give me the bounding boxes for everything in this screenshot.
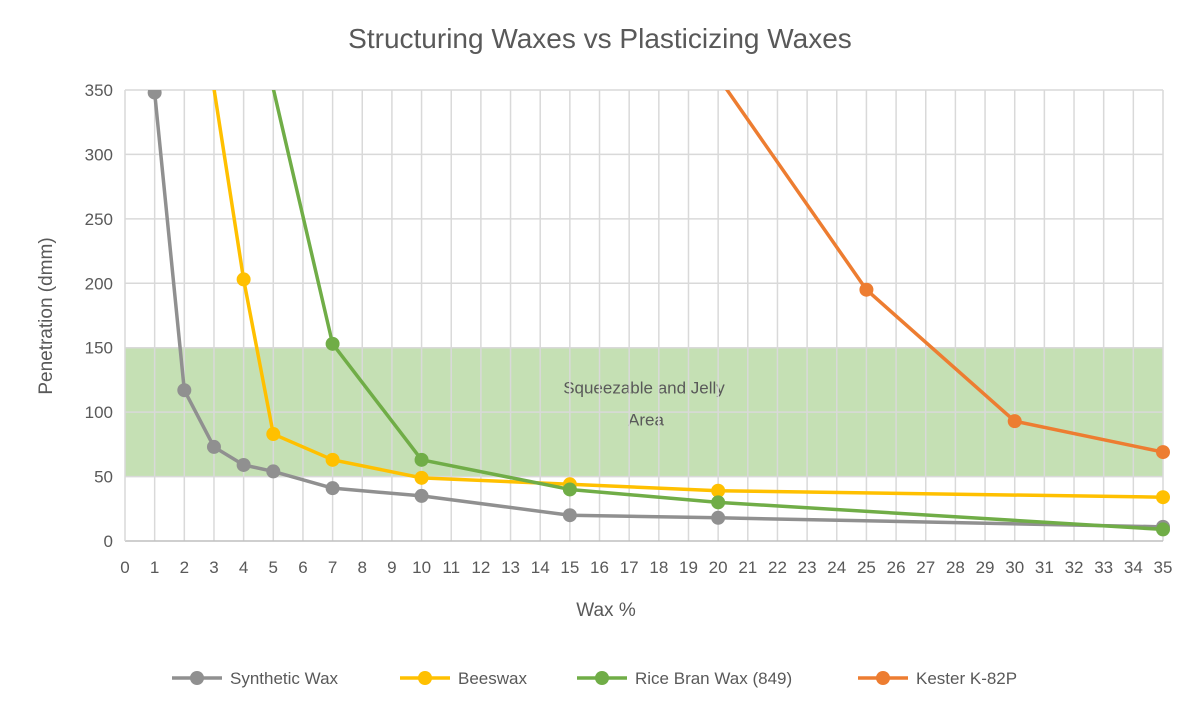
x-tick-label: 2: [180, 558, 189, 577]
x-tick-label: 35: [1154, 558, 1173, 577]
y-tick-label: 0: [104, 532, 113, 551]
x-tick-label: 14: [531, 558, 550, 577]
x-tick-label: 27: [916, 558, 935, 577]
data-point: [562, 508, 577, 523]
band-label: Area: [628, 410, 664, 429]
x-tick-label: 18: [649, 558, 668, 577]
x-tick-label: 30: [1005, 558, 1024, 577]
data-point: [414, 452, 429, 467]
data-point: [325, 336, 340, 351]
x-tick-label: 34: [1124, 558, 1143, 577]
x-tick-label: 19: [679, 558, 698, 577]
data-point: [711, 495, 726, 510]
data-point: [236, 457, 251, 472]
y-axis-label: Penetration (dmm): [36, 237, 57, 394]
y-tick-label: 300: [85, 145, 113, 164]
data-point: [325, 452, 340, 467]
x-axis-label: Wax %: [576, 600, 636, 621]
legend-marker: [595, 671, 609, 685]
y-tick-label: 150: [85, 339, 113, 358]
x-tick-label: 25: [857, 558, 876, 577]
series-line: [724, 90, 1164, 454]
chart-title: Structuring Waxes vs Plasticizing Waxes: [348, 23, 852, 54]
data-point: [859, 282, 874, 297]
x-tick-label: 12: [471, 558, 490, 577]
series-line: [271, 90, 1164, 532]
legend-marker: [190, 671, 204, 685]
x-tick-label: 7: [328, 558, 337, 577]
data-point: [266, 427, 281, 442]
legend-marker: [876, 671, 890, 685]
x-tick-label: 5: [269, 558, 278, 577]
x-tick-label: 4: [239, 558, 248, 577]
legend-label: Beeswax: [458, 669, 527, 688]
data-point: [177, 383, 192, 398]
data-point: [414, 470, 429, 485]
x-tick-label: 9: [387, 558, 396, 577]
series-line: [152, 92, 1164, 529]
data-point: [414, 488, 429, 503]
x-tick-label: 13: [501, 558, 520, 577]
x-tick-label: 15: [560, 558, 579, 577]
data-point: [711, 510, 726, 525]
x-tick-label: 28: [946, 558, 965, 577]
x-tick-label: 22: [768, 558, 787, 577]
data-point: [711, 483, 726, 498]
x-tick-label: 10: [412, 558, 431, 577]
data-point: [325, 481, 340, 496]
x-tick-label: 8: [358, 558, 367, 577]
series-line: [212, 90, 1164, 499]
x-tick-label: 17: [620, 558, 639, 577]
y-tick-label: 100: [85, 403, 113, 422]
x-tick-label: 21: [738, 558, 757, 577]
data-point: [206, 439, 221, 454]
data-point: [1156, 490, 1170, 505]
data-point: [236, 272, 251, 287]
x-tick-label: 32: [1065, 558, 1084, 577]
x-tick-label: 0: [120, 558, 129, 577]
legend-label: Kester K-82P: [916, 669, 1017, 688]
legend-label: Synthetic Wax: [230, 669, 339, 688]
data-point: [562, 482, 577, 497]
x-tick-label: 11: [442, 558, 460, 577]
x-tick-label: 20: [709, 558, 728, 577]
data-point: [1007, 414, 1022, 429]
x-tick-label: 23: [798, 558, 817, 577]
x-tick-label: 26: [887, 558, 906, 577]
data-point: [266, 464, 281, 479]
data-point: [1156, 445, 1170, 460]
legend-label: Rice Bran Wax (849): [635, 669, 792, 688]
band-label: Squeezable and Jelly: [563, 378, 725, 397]
x-tick-label: 24: [827, 558, 846, 577]
y-tick-label: 350: [85, 81, 113, 100]
x-tick-label: 6: [298, 558, 307, 577]
data-point: [147, 90, 162, 100]
x-tick-label: 29: [976, 558, 995, 577]
x-tick-label: 33: [1094, 558, 1113, 577]
x-tick-label: 1: [150, 558, 159, 577]
y-tick-label: 250: [85, 210, 113, 229]
x-tick-label: 31: [1035, 558, 1054, 577]
y-tick-label: 50: [94, 468, 113, 487]
data-point: [1156, 522, 1170, 537]
y-tick-label: 200: [85, 274, 113, 293]
x-tick-label: 3: [209, 558, 218, 577]
x-tick-label: 16: [590, 558, 609, 577]
legend-marker: [418, 671, 432, 685]
